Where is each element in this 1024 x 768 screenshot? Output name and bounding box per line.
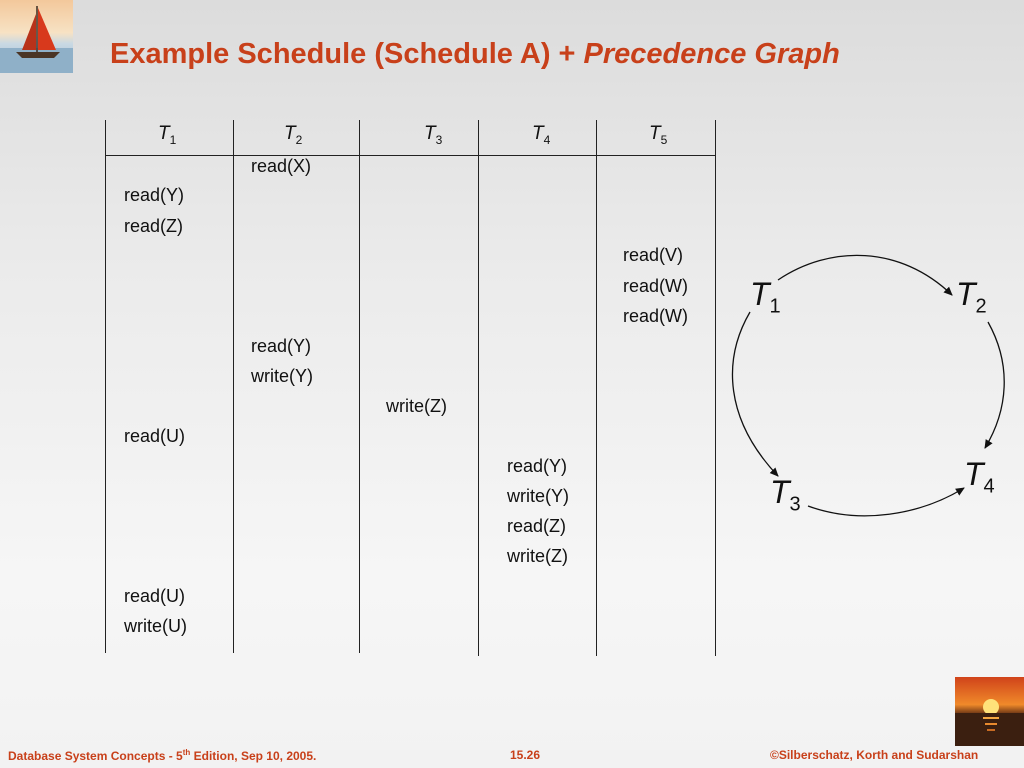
footer-book-info: Database System Concepts - 5th Edition, …	[8, 748, 317, 763]
operation-cell: read(Y)	[507, 456, 568, 476]
operation-cell: read(V)	[623, 245, 684, 265]
column-divider	[359, 120, 360, 653]
operation-cell: read(Y)	[124, 185, 185, 205]
sailboat-logo	[0, 0, 73, 73]
footer-page-number: 15.26	[510, 748, 541, 762]
column-divider	[233, 120, 234, 653]
edge-t2-t4	[984, 321, 1005, 449]
sunset-logo	[955, 677, 1024, 746]
operation-cell: read(Z)	[507, 516, 567, 536]
column-header-t4: T4	[532, 123, 551, 147]
column-header-t3: T3	[424, 123, 443, 147]
operation-cell: write(Z)	[386, 396, 447, 416]
operation-cell: read(W)	[623, 276, 689, 296]
operation-cell: write(Z)	[507, 546, 568, 566]
column-divider	[596, 120, 597, 656]
graph-edges	[731, 254, 1005, 517]
edge-t3-t4	[807, 487, 965, 517]
table-border-left	[105, 120, 106, 653]
operation-cell: read(Y)	[251, 336, 312, 356]
operation-cell: read(Z)	[124, 216, 184, 236]
operation-cell: read(U)	[124, 426, 186, 446]
column-header-t5: T5	[649, 123, 668, 147]
footer-copyright: ©Silberschatz, Korth and Sudarshan	[770, 748, 979, 762]
operation-cell: read(X)	[251, 156, 312, 176]
operation-cell: read(U)	[124, 586, 186, 606]
column-header-t2: T2	[284, 123, 303, 147]
precedence-graph: T1 T2 T3 T4	[720, 240, 1020, 540]
column-divider	[478, 120, 479, 656]
graph-node-t1: T1	[750, 276, 781, 318]
operation-cell: write(Y)	[251, 366, 313, 386]
operation-cell: write(U)	[124, 616, 187, 636]
graph-node-t3: T3	[770, 474, 801, 516]
graph-node-t2: T2	[956, 276, 987, 318]
graph-node-t4: T4	[964, 456, 995, 498]
table-border-right	[715, 120, 716, 656]
operation-cell: write(Y)	[507, 486, 569, 506]
column-header-t1: T1	[158, 123, 177, 147]
slide-title: Example Schedule (Schedule A) + Preceden…	[110, 38, 840, 70]
operation-cell: read(W)	[623, 306, 689, 326]
header-rule	[105, 155, 716, 156]
edge-t1-t2	[777, 254, 953, 296]
edge-t1-t3	[731, 311, 779, 477]
